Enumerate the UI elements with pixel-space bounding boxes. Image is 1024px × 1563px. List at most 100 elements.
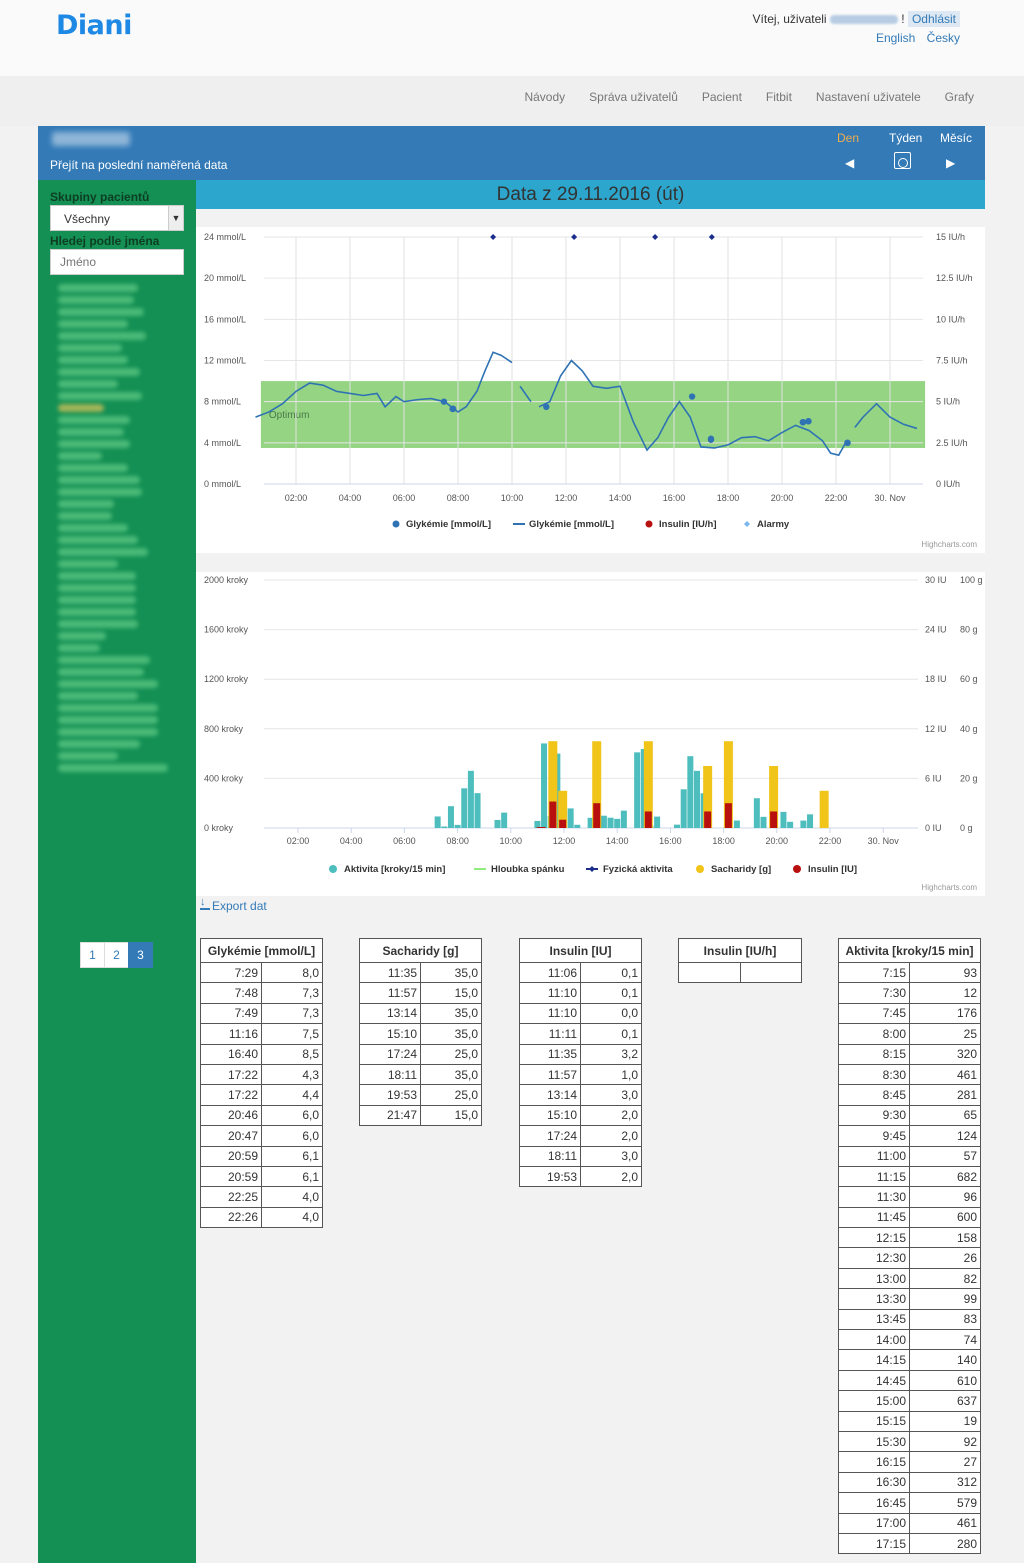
patient-list-item[interactable] <box>58 464 128 472</box>
patient-list-item[interactable] <box>58 692 138 700</box>
patient-list-item[interactable] <box>58 608 136 616</box>
period-month-tab[interactable]: Měsíc <box>940 131 973 145</box>
logout-link[interactable]: Odhlásit <box>907 11 960 27</box>
carbs-bar <box>819 790 829 828</box>
nav-item-fitbit[interactable]: Fitbit <box>765 90 792 104</box>
lang-english-link[interactable]: English <box>875 31 916 45</box>
patient-list-item[interactable] <box>58 728 158 736</box>
patient-list-item[interactable] <box>58 632 106 640</box>
value-cell <box>739 961 802 984</box>
patient-list-item[interactable] <box>58 548 148 556</box>
carbs-bar <box>558 790 568 828</box>
value-cell: 461 <box>909 1063 981 1086</box>
period-day-tab[interactable]: Den <box>837 131 860 145</box>
activity-bar <box>447 806 454 828</box>
x-tick-label: 14:00 <box>606 836 629 846</box>
patient-list-item[interactable] <box>58 668 144 676</box>
carbs-bar <box>723 741 733 828</box>
patient-list-item[interactable] <box>58 752 118 760</box>
lang-czech-link[interactable]: Česky <box>926 31 960 45</box>
patient-list-item[interactable] <box>58 476 140 484</box>
patient-list-item[interactable] <box>58 584 136 592</box>
patient-list-item[interactable] <box>58 716 158 724</box>
patient-list-item[interactable] <box>58 524 128 532</box>
patient-group-select[interactable]: Všechny ▼ <box>50 205 184 231</box>
patient-list-item[interactable] <box>58 644 100 652</box>
patient-list-item[interactable] <box>58 680 158 688</box>
alarm-marker <box>708 234 715 240</box>
patient-list-item[interactable] <box>58 620 138 628</box>
patient-list-item[interactable] <box>58 332 146 340</box>
nav-item-sprava-uzivatelu[interactable]: Správa uživatelů <box>589 90 678 104</box>
table-row: 16:15 27 <box>838 1451 981 1473</box>
value-cell: 3,2 <box>580 1043 642 1065</box>
patient-list-item[interactable] <box>58 452 102 460</box>
glycemia-line <box>255 351 513 418</box>
patient-list-item[interactable] <box>58 704 158 712</box>
patient-list-item[interactable] <box>58 380 118 388</box>
period-week-tab[interactable]: Týden <box>889 131 923 145</box>
page-button-2[interactable]: 2 <box>104 942 129 968</box>
chevron-left-icon[interactable]: ◀ <box>845 156 855 170</box>
patient-list-item[interactable] <box>58 536 138 544</box>
activity-bar <box>753 798 760 828</box>
logo[interactable]: Diani <box>56 10 132 41</box>
table-row: 18:11 3,0 <box>519 1145 642 1167</box>
patient-list-item[interactable] <box>58 428 124 436</box>
chart-credits[interactable]: Highcharts.com <box>921 540 977 549</box>
time-cell: 18:11 <box>359 1063 421 1086</box>
patient-list-item[interactable] <box>58 320 128 328</box>
y-right-tick-label: 40 g <box>960 724 978 734</box>
patient-list-item[interactable] <box>58 368 140 376</box>
patient-list-item[interactable] <box>58 344 122 352</box>
patient-list-item[interactable] <box>58 308 144 316</box>
activity-bar <box>760 816 767 828</box>
table-row: 14:45 610 <box>838 1369 981 1392</box>
nav-item-navody[interactable]: Návody <box>524 90 566 104</box>
patient-list-item[interactable] <box>58 656 150 664</box>
search-input[interactable] <box>50 249 184 275</box>
x-tick-label: 12:00 <box>553 836 576 846</box>
time-cell: 19:53 <box>359 1084 421 1106</box>
patient-list-item[interactable] <box>58 740 140 748</box>
last-data-link[interactable]: Přejít na poslední naměřená data <box>50 158 228 172</box>
patient-list-item[interactable] <box>58 296 134 304</box>
chart-credits[interactable]: Highcharts.com <box>921 883 977 892</box>
time-cell: 11:35 <box>519 1043 581 1065</box>
patient-list-item[interactable] <box>58 488 142 496</box>
legend-label: Alarmy <box>757 519 790 530</box>
activity-bar <box>461 788 468 828</box>
patient-list-item[interactable] <box>58 404 104 412</box>
patient-list-item[interactable] <box>58 596 136 604</box>
activity-bar <box>694 770 700 828</box>
time-cell: 20:47 <box>200 1125 262 1147</box>
chevron-right-icon[interactable]: ▶ <box>946 156 956 170</box>
value-cell: 35,0 <box>420 1002 482 1025</box>
patient-list-item[interactable] <box>58 572 136 580</box>
nav-item-nastaveni-uzivatele[interactable]: Nastavení uživatele <box>815 90 921 104</box>
patient-list-item[interactable] <box>58 284 138 292</box>
nav-item-grafy[interactable]: Grafy <box>944 90 974 104</box>
patient-list-item[interactable] <box>58 440 130 448</box>
patient-list-item[interactable] <box>58 560 118 568</box>
x-tick-label: 30. Nov <box>868 836 900 846</box>
value-cell: 35,0 <box>420 961 482 984</box>
page-button-3[interactable]: 3 <box>128 942 153 968</box>
value-cell: 600 <box>909 1206 981 1229</box>
patient-list-item[interactable] <box>58 764 168 772</box>
time-cell: 11:16 <box>200 1023 262 1045</box>
calendar-icon[interactable] <box>894 152 911 169</box>
nav-item-pacient[interactable]: Pacient <box>701 90 742 104</box>
patient-list-item[interactable] <box>58 392 142 400</box>
activity-bar <box>640 749 647 828</box>
time-cell: 11:06 <box>519 961 581 984</box>
export-data-link[interactable]: Export dat <box>200 896 267 913</box>
value-cell: 7,3 <box>261 982 323 1004</box>
patient-list-item[interactable] <box>58 416 130 424</box>
table-row: 11:35 3,2 <box>519 1043 642 1065</box>
patient-list-item[interactable] <box>58 512 112 520</box>
patient-list-item[interactable] <box>58 500 114 508</box>
patient-list-item[interactable] <box>58 356 128 364</box>
time-cell: 11:15 <box>838 1165 910 1188</box>
page-button-1[interactable]: 1 <box>80 942 105 968</box>
